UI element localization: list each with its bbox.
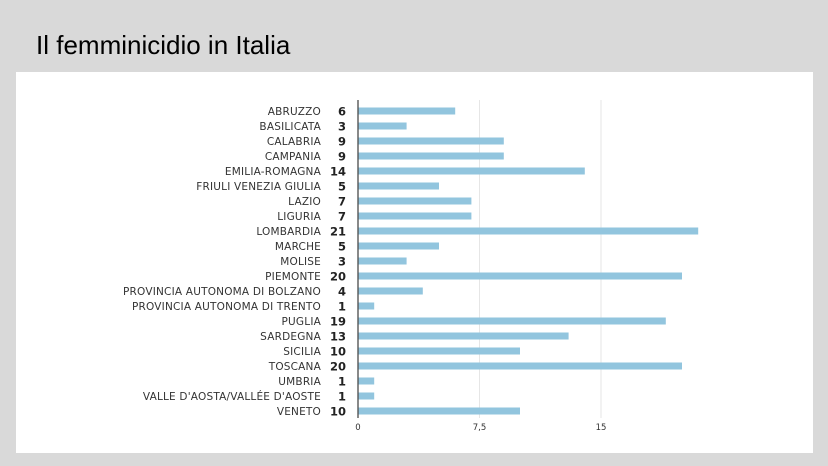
value-label: 9 [338, 150, 346, 164]
category-label: EMILIA-ROMAGNA [225, 166, 322, 178]
bar [358, 257, 407, 265]
value-label: 9 [338, 135, 346, 149]
bar [358, 212, 472, 220]
bar [358, 182, 439, 190]
category-label: LOMBARDIA [256, 226, 321, 238]
value-label: 3 [338, 255, 346, 269]
category-label: PROVINCIA AUTONOMA DI TRENTO [132, 301, 321, 313]
value-label: 6 [338, 105, 346, 119]
value-label: 3 [338, 120, 346, 134]
bar [358, 137, 504, 145]
category-label: MARCHE [275, 241, 321, 253]
bar [358, 107, 456, 115]
value-label: 1 [338, 390, 346, 404]
category-label: LAZIO [288, 196, 321, 208]
category-label: SARDEGNA [260, 331, 321, 343]
bar [358, 302, 375, 310]
category-label: VENETO [277, 406, 321, 418]
category-label: MOLISE [280, 256, 321, 268]
value-label: 20 [330, 360, 346, 374]
bar [358, 227, 699, 235]
bar [358, 122, 407, 130]
x-tick-label: 15 [596, 423, 607, 433]
value-label: 1 [338, 375, 346, 389]
category-label: VALLE D'AOSTA/VALLÉE D'AOSTE [143, 390, 321, 403]
category-label: CALABRIA [267, 136, 322, 148]
category-label: PROVINCIA AUTONOMA DI BOLZANO [123, 286, 321, 298]
value-label: 21 [330, 225, 346, 239]
value-label: 20 [330, 270, 346, 284]
value-label: 1 [338, 300, 346, 314]
value-label: 13 [330, 330, 346, 344]
value-label: 7 [338, 210, 346, 224]
value-label: 7 [338, 195, 346, 209]
value-label: 4 [338, 285, 346, 299]
category-label: LIGURIA [277, 211, 321, 223]
bar-chart: ABRUZZO BASILICATA CALABRIA CAMPANIA EMILIA-… [123, 100, 699, 433]
category-label: BASILICATA [259, 121, 321, 133]
bar [358, 287, 423, 295]
category-labels: ABRUZZO BASILICATA CALABRIA CAMPANIA EMILIA-… [123, 106, 322, 418]
bar [358, 197, 472, 205]
value-label: 10 [330, 345, 346, 359]
bar-layer [358, 107, 699, 415]
grid-layer [479, 100, 602, 418]
value-label: 19 [330, 315, 346, 329]
category-label: PIEMONTE [265, 271, 321, 283]
chart-panel: ABRUZZO BASILICATA CALABRIA CAMPANIA EMILIA-… [16, 72, 813, 453]
x-tick-labels: 0 7,5 15 [355, 423, 606, 433]
category-label: PUGLIA [282, 316, 322, 328]
bar [358, 152, 504, 160]
x-tick-label: 0 [355, 423, 360, 433]
category-label: SICILIA [283, 346, 321, 358]
bar [358, 317, 666, 325]
category-label: ABRUZZO [268, 106, 321, 118]
bar [358, 407, 520, 415]
value-label: 5 [338, 240, 346, 254]
value-label: 5 [338, 180, 346, 194]
category-label: UMBRIA [278, 376, 321, 388]
category-label: FRIULI VENEZIA GIULIA [196, 181, 321, 193]
bar [358, 377, 375, 385]
bar [358, 242, 439, 250]
category-label: TOSCANA [268, 361, 322, 373]
bar [358, 167, 585, 175]
value-label: 14 [330, 165, 346, 179]
value-label: 10 [330, 405, 346, 419]
bar [358, 362, 682, 370]
slide-title: Il femminicidio in Italia [36, 30, 291, 60]
bar [358, 272, 682, 280]
category-label: CAMPANIA [265, 151, 322, 163]
bar [358, 392, 375, 400]
x-tick-label: 7,5 [473, 423, 487, 433]
bar [358, 347, 520, 355]
bar [358, 332, 569, 340]
